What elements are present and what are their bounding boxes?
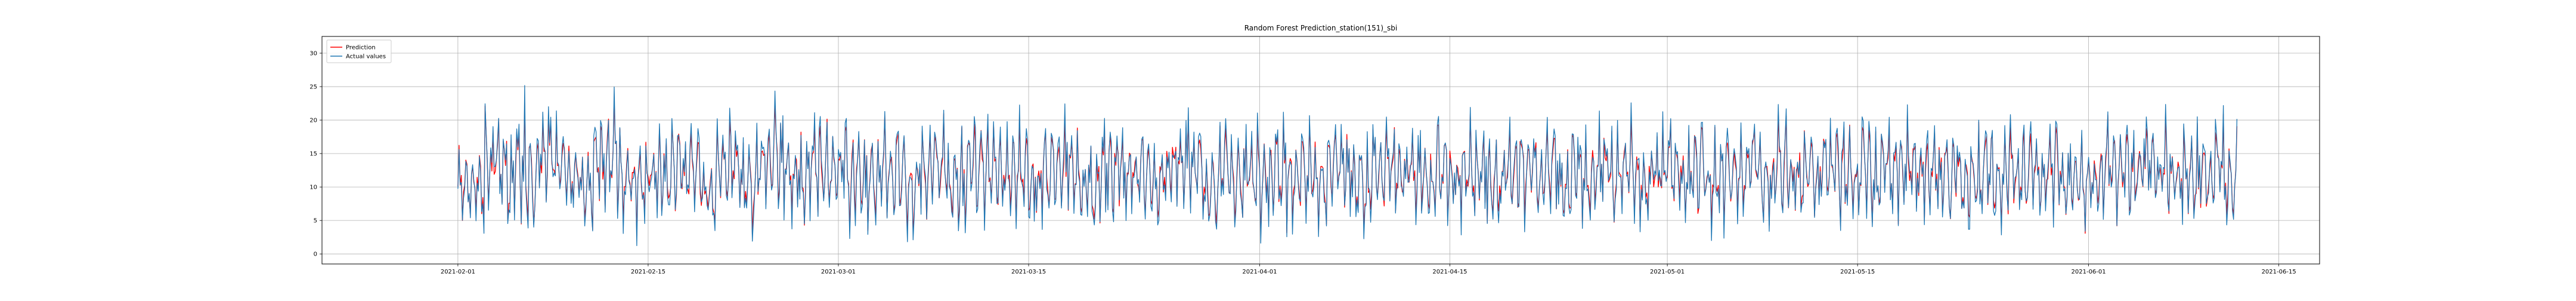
series-line-actual-values <box>457 85 2238 247</box>
y-tick-label: 20 <box>309 118 317 124</box>
y-tick-label: 25 <box>309 84 317 91</box>
legend-box <box>326 39 392 63</box>
y-tick-label: 15 <box>309 151 317 158</box>
x-tick-label: 2021-05-15 <box>1840 269 1875 275</box>
series-layer <box>457 85 2238 247</box>
x-tick-label: 2021-03-15 <box>1011 269 1046 275</box>
y-tick-label: 30 <box>309 51 317 57</box>
grid-layer <box>322 36 2320 264</box>
x-tick-label: 2021-02-01 <box>441 269 475 275</box>
x-tick-label: 2021-05-01 <box>1650 269 1685 275</box>
x-tick-label: 2021-06-15 <box>2262 269 2296 275</box>
legend-label: Actual values <box>346 54 386 60</box>
ticks-layer: 2021-02-01 2021-02-15 2021-03-01 2021-03-15… <box>309 51 2296 275</box>
legend-label: Prediction <box>346 45 376 51</box>
x-tick-label: 2021-04-15 <box>1432 269 1467 275</box>
plot-area-frame <box>321 36 2320 265</box>
x-tick-label: 2021-03-01 <box>821 269 856 275</box>
y-tick-label: 10 <box>309 185 317 191</box>
legend: Prediction Actual values <box>326 39 392 63</box>
x-tick-label: 2021-02-15 <box>631 269 665 275</box>
y-tick-label: 0 <box>314 251 317 258</box>
chart-title: Random Forest Prediction_station(151)_sb… <box>1244 24 1398 32</box>
x-tick-label: 2021-04-01 <box>1242 269 1277 275</box>
y-tick-label: 5 <box>314 218 317 225</box>
x-tick-label: 2021-06-01 <box>2072 269 2106 275</box>
